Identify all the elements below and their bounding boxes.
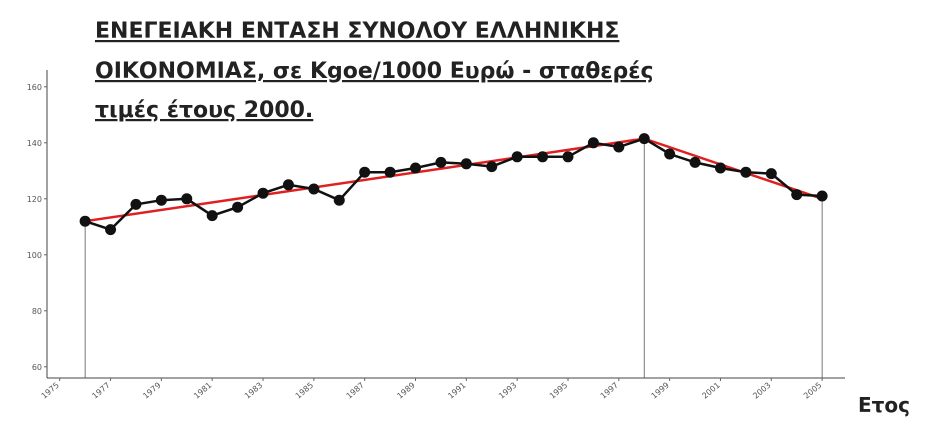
chart-title: ΕΝΕΓΕΙΑΚΗ ΕΝΤΑΣΗ ΣΥΝΟΛΟΥ ΕΛΛΗΝΙΚΗΣ	[95, 19, 619, 44]
y-tick-label: 80	[32, 307, 42, 316]
y-tick-label: 60	[32, 363, 42, 372]
data-point	[562, 151, 574, 163]
x-tick-label: 2001	[700, 381, 721, 401]
data-point	[333, 194, 345, 206]
y-tick-label: 160	[27, 83, 42, 92]
x-tick-label: 1979	[141, 381, 162, 401]
data-point	[689, 156, 701, 168]
x-tick-label: 1985	[294, 381, 315, 401]
x-tick-label: 1999	[650, 381, 671, 401]
x-tick-label: 1975	[40, 381, 61, 401]
data-point	[765, 168, 777, 180]
data-point	[282, 179, 294, 191]
x-tick-label: 1995	[548, 381, 569, 401]
data-point	[410, 162, 422, 174]
data-point	[206, 210, 218, 222]
data-point	[308, 183, 320, 195]
x-tick-label: 1977	[90, 381, 111, 401]
data-point	[79, 215, 91, 227]
y-tick-label: 100	[27, 251, 42, 260]
data-point	[791, 189, 803, 201]
data-point	[613, 141, 625, 153]
x-axis-label: Ετος	[858, 393, 910, 417]
chart-title: τιμές έτους 2000.	[95, 98, 313, 123]
data-point	[257, 187, 269, 199]
data-point	[181, 193, 193, 205]
data-point	[740, 166, 752, 178]
data-point	[232, 201, 244, 213]
data-point	[435, 156, 447, 168]
data-point	[714, 162, 726, 174]
x-tick-label: 1981	[192, 381, 213, 401]
x-tick-label: 1987	[345, 381, 366, 401]
x-tick-label: 2005	[802, 381, 823, 401]
data-point	[130, 198, 142, 210]
x-tick-label: 1997	[599, 381, 620, 401]
data-point	[359, 166, 371, 178]
data-point	[587, 137, 599, 149]
data-point	[460, 158, 472, 170]
x-tick-label: 1991	[446, 381, 467, 401]
x-tick-label: 1983	[243, 381, 264, 401]
chart-title: ΟΙΚΟΝΟΜΙΑΣ, σε Kgoe/1000 Ευρώ - σταθερές	[95, 59, 654, 84]
x-tick-label: 1993	[497, 381, 518, 401]
data-point	[155, 194, 167, 206]
data-point	[664, 148, 676, 160]
data-point	[105, 224, 117, 236]
x-tick-label: 2003	[751, 381, 772, 401]
series-line	[84, 137, 823, 232]
y-tick-label: 140	[27, 139, 42, 148]
data-point	[511, 151, 523, 163]
data-point	[537, 151, 549, 163]
trend-line	[84, 137, 823, 223]
data-point	[486, 161, 498, 173]
data-point	[384, 166, 396, 178]
data-point	[816, 190, 828, 202]
x-tick-label: 1989	[395, 381, 416, 401]
y-tick-label: 120	[27, 195, 42, 204]
data-point	[638, 133, 650, 145]
